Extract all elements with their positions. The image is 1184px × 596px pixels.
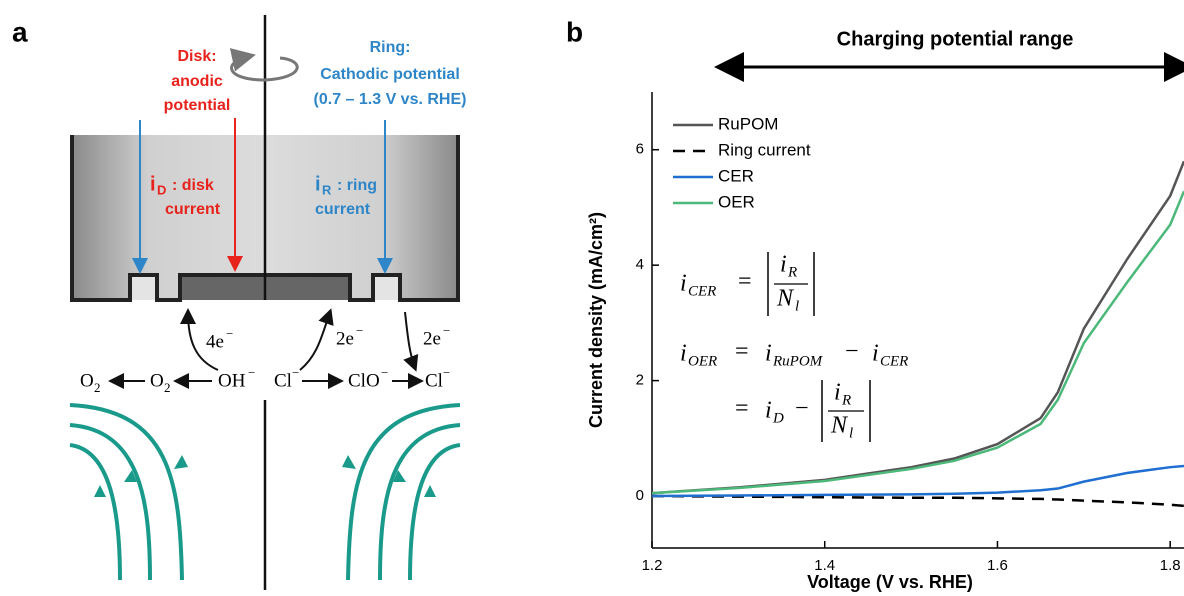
eq-sub: CER xyxy=(880,353,908,369)
eq-symbol: i xyxy=(680,341,687,367)
disk-label: anodic xyxy=(171,73,223,90)
y-tick-label: 4 xyxy=(636,256,644,273)
y-tick-label: 0 xyxy=(636,487,644,504)
legend-label: CER xyxy=(718,166,754,185)
legend-label: Ring current xyxy=(718,140,811,159)
electron-sup: − xyxy=(443,323,450,338)
y-tick-label: 2 xyxy=(636,372,644,389)
species: ClO xyxy=(348,370,380,391)
eq-symbol: N xyxy=(830,413,849,439)
eq-symbol: i xyxy=(765,398,772,424)
disk-label: Disk: xyxy=(177,48,216,65)
current-label: current xyxy=(165,201,221,218)
legend-label: RuPOM xyxy=(718,114,778,133)
species: O xyxy=(150,370,164,391)
eq-symbol: i xyxy=(765,341,772,367)
eq-symbol: i xyxy=(872,341,879,367)
eq-sub: l xyxy=(849,425,853,441)
eq-op: = xyxy=(738,269,752,295)
ring-label: Cathodic potential xyxy=(320,66,460,83)
species-sub: 2 xyxy=(94,380,101,395)
eq-symbol: N xyxy=(776,286,795,312)
eq-symbol: i xyxy=(680,271,687,297)
eq-symbol: i xyxy=(834,380,841,406)
eq-op: = xyxy=(735,339,749,365)
flow-lines xyxy=(69,403,461,581)
current-label: : ring xyxy=(337,177,377,194)
species: OH xyxy=(218,370,246,391)
electron: 2e xyxy=(423,328,441,349)
eq-op: − xyxy=(795,396,809,422)
electron-sup: − xyxy=(356,323,363,338)
species-sup: − xyxy=(248,365,255,380)
eq-sub: R xyxy=(787,264,797,280)
panel-label: a xyxy=(12,16,28,47)
x-tick-label: 1.8 xyxy=(1160,557,1181,574)
series-line xyxy=(651,190,1184,495)
arrow xyxy=(299,308,334,371)
eq-op: = xyxy=(735,396,749,422)
species: Cl xyxy=(425,370,443,391)
disk-label: potential xyxy=(164,97,231,114)
eq-sub: CER xyxy=(688,283,716,299)
current-symbol: i xyxy=(315,173,321,195)
x-tick-label: 1.2 xyxy=(642,557,663,574)
arrow xyxy=(403,311,419,372)
ring xyxy=(373,275,400,300)
eq-symbol: i xyxy=(780,252,787,278)
y-tick-label: 6 xyxy=(636,141,644,158)
electron: 2e xyxy=(336,328,354,349)
electron: 4e xyxy=(206,331,224,352)
flow-arrowheads xyxy=(94,455,436,497)
ring-label: (0.7 – 1.3 V vs. RHE) xyxy=(314,91,467,108)
ring xyxy=(130,275,157,300)
series-line xyxy=(651,494,1184,508)
current-label: : disk xyxy=(172,177,214,194)
species-sub: 2 xyxy=(164,380,171,395)
species-sup: − xyxy=(292,365,299,380)
eq-sub: RuPOM xyxy=(772,353,824,369)
arrow xyxy=(180,308,219,371)
eq-sub: l xyxy=(795,298,799,314)
panel-label: b xyxy=(566,16,583,47)
current-symbol: i xyxy=(150,173,156,195)
eq-op: − xyxy=(845,339,859,365)
x-tick-label: 1.4 xyxy=(814,557,835,574)
species-sup: − xyxy=(381,365,388,380)
panel-b: b Charging potential range Voltage (V vs… xyxy=(566,16,1184,592)
eq-sub: OER xyxy=(688,353,717,369)
rotation-arrow xyxy=(229,48,299,82)
x-axis-label: Voltage (V vs. RHE) xyxy=(807,572,973,592)
ring-label: Ring: xyxy=(370,39,411,56)
current-label: current xyxy=(315,201,371,218)
y-axis-label: Current density (mA/cm²) xyxy=(586,212,606,428)
legend-label: OER xyxy=(718,192,755,211)
species-sup: − xyxy=(443,365,450,380)
current-sub: D xyxy=(157,182,166,197)
eq-sub: R xyxy=(841,392,851,408)
eq-sub: D xyxy=(772,410,784,426)
panel-a: a Disk: anodic potential Ring: Cathodic … xyxy=(12,15,466,590)
species: Cl xyxy=(274,370,292,391)
equations: i CER = i R N l i OER = i RuPOM − i CER … xyxy=(680,252,908,442)
series-line xyxy=(651,464,1184,498)
current-sub: R xyxy=(322,182,332,197)
x-tick-label: 1.6 xyxy=(987,557,1008,574)
electron-sup: − xyxy=(226,326,233,341)
chart-title: Charging potential range xyxy=(837,28,1074,50)
species: O xyxy=(80,370,94,391)
